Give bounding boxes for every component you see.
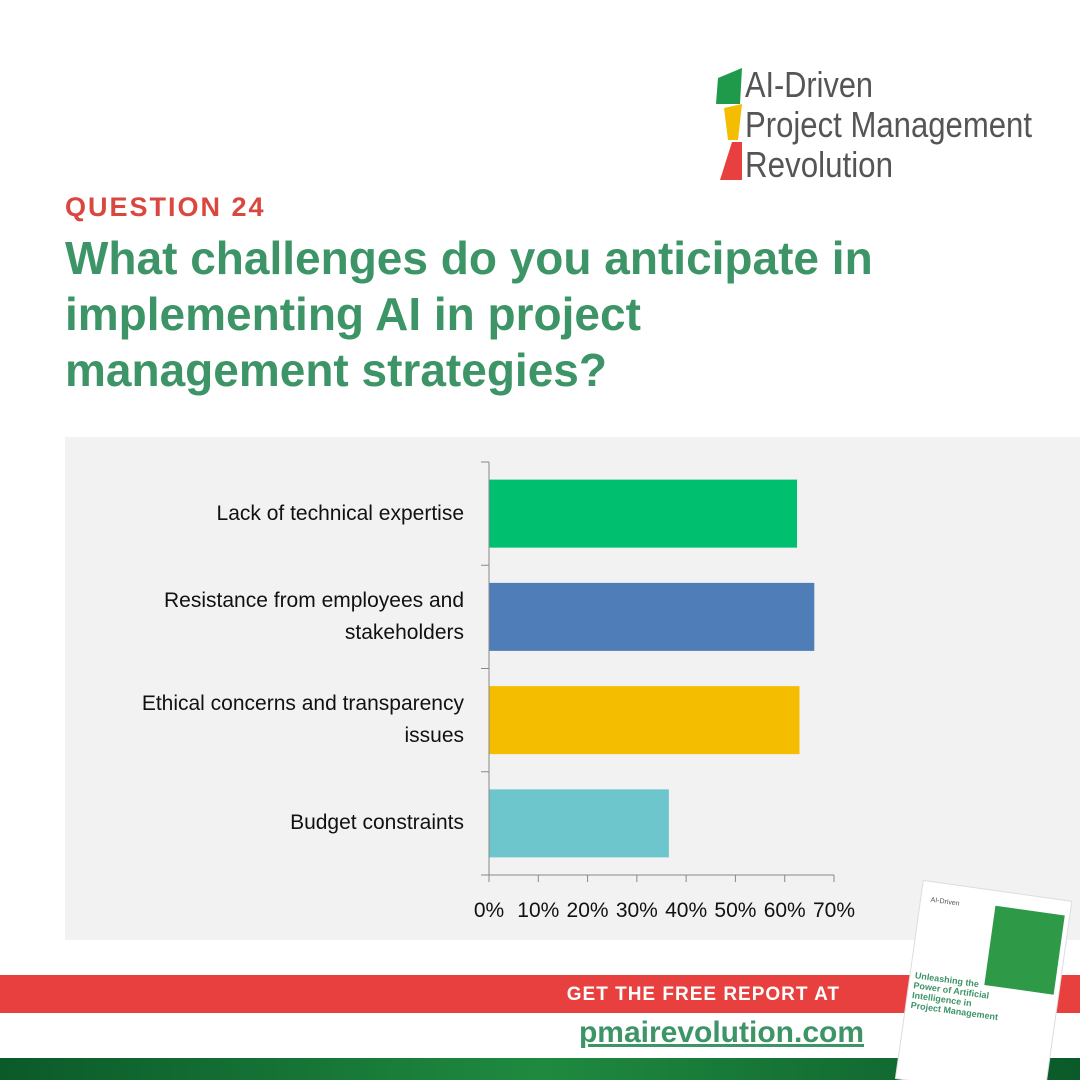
category-label: Ethical concerns and transparency issues — [141, 692, 464, 748]
chart: 0% 10% 20% 30% 40% 50% 60% 70% — [474, 461, 855, 922]
x-tick-label: 20% — [567, 899, 609, 922]
category-label: Resistance from employees and stakeholde… — [164, 588, 464, 644]
logo-text: AI-Driven — [745, 64, 873, 105]
bar — [489, 479, 798, 548]
bar — [489, 686, 800, 755]
book-cover: AI-Driven Unleashing the Power of Artifi… — [894, 880, 1073, 1080]
x-tick-label: 40% — [665, 899, 707, 922]
svg-text:AI-Driven: AI-Driven — [930, 897, 960, 908]
x-tick-label: 50% — [714, 899, 756, 922]
x-tick-label: 10% — [517, 899, 559, 922]
cta-text: GET THE FREE REPORT AT — [566, 984, 840, 1005]
question: What challenges do you anticipate in imp… — [65, 232, 873, 396]
cta-band — [0, 975, 1080, 1013]
category-label: Budget constraints — [290, 811, 464, 835]
x-tick-label: 60% — [764, 899, 806, 922]
x-tick-label: 0% — [474, 899, 504, 922]
category-label: Lack of technical expertise — [216, 501, 464, 525]
x-tick-label: 30% — [616, 899, 658, 922]
x-tick-label: 70% — [813, 899, 855, 922]
bar — [489, 582, 815, 651]
logo-text: Revolution — [745, 144, 893, 185]
report-link[interactable]: pmairevolution.com — [578, 1016, 864, 1049]
logo: AI-Driven Project Management Revolution — [716, 64, 1032, 185]
logo-text: Project Management — [745, 104, 1032, 145]
question-label: QUESTION 24 — [65, 192, 266, 222]
bar — [489, 789, 669, 858]
decor-strip — [0, 1058, 1080, 1080]
